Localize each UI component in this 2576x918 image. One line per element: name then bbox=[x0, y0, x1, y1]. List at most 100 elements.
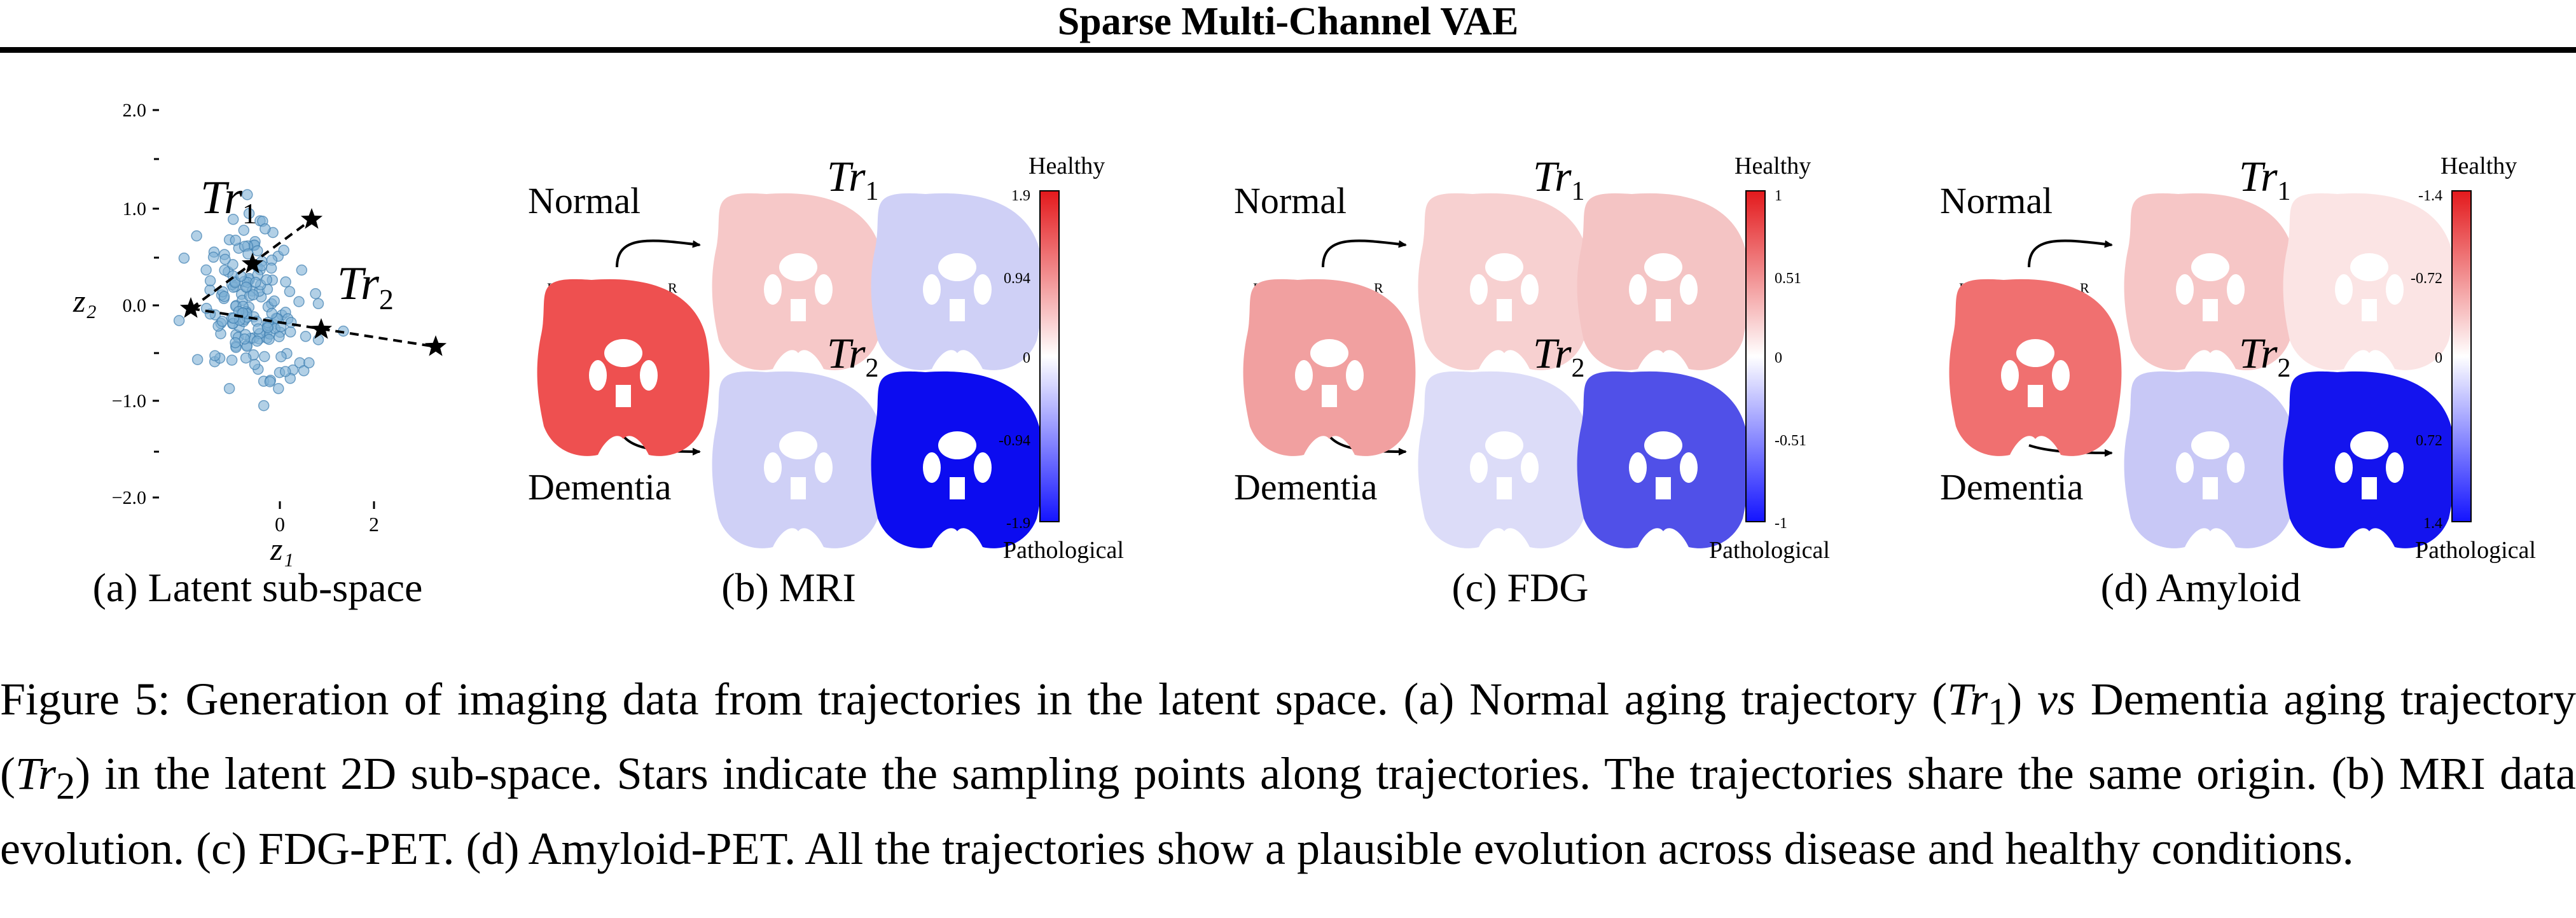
scatter-point bbox=[247, 289, 259, 301]
scatter-point bbox=[240, 352, 252, 364]
brain-ventricle bbox=[2350, 431, 2388, 459]
brain-ventricle bbox=[1644, 431, 1682, 459]
brain-ventricle bbox=[974, 452, 992, 483]
scatter-point bbox=[230, 234, 242, 246]
scatter-point bbox=[262, 322, 274, 333]
brain-ventricle bbox=[1485, 431, 1523, 459]
scatter-points bbox=[173, 189, 349, 412]
scatter-point bbox=[204, 275, 216, 287]
scatter-point bbox=[279, 366, 291, 377]
tr1-label: Tr1 bbox=[827, 152, 879, 206]
brain-ventricle bbox=[1470, 452, 1488, 483]
brain-ventricle bbox=[2191, 253, 2229, 281]
figure: 2.0 1.0 0.0 −1.0 −2.0 0 2 z₂ z₁ bbox=[73, 100, 2536, 610]
scatter-point bbox=[239, 333, 251, 345]
trajectory-star bbox=[241, 253, 264, 274]
colorbar-bottom-label: Pathological bbox=[1003, 537, 1124, 564]
brain-tr1-step2 bbox=[1577, 193, 1750, 370]
brain-ventricle bbox=[2203, 477, 2218, 499]
dementia-label: Dementia bbox=[1940, 466, 2083, 508]
scatter-point bbox=[265, 262, 277, 274]
brain-holes bbox=[2001, 253, 2404, 499]
scatter-point bbox=[258, 400, 270, 412]
scatter-point bbox=[240, 281, 252, 293]
tr2-label: Tr2 bbox=[2239, 329, 2291, 383]
svg-text:-0.72: -0.72 bbox=[2411, 270, 2442, 287]
scatter-point bbox=[273, 383, 284, 394]
svg-text:0: 0 bbox=[2435, 350, 2442, 366]
brain-ventricle bbox=[1497, 477, 1512, 499]
scatter-point bbox=[230, 337, 241, 349]
trajectory-star bbox=[300, 208, 323, 229]
subcaption-amyloid: (d) Amyloid bbox=[2101, 565, 2301, 610]
colorbar-top-label: Healthy bbox=[2441, 153, 2517, 179]
trajectory-star bbox=[424, 335, 447, 356]
brain-ventricle bbox=[764, 274, 782, 305]
brain-ventricle bbox=[2227, 274, 2245, 305]
normal-label: Normal bbox=[1940, 180, 2053, 221]
scatter-point bbox=[249, 359, 261, 370]
brain-ventricle bbox=[950, 299, 965, 321]
brain-ventricle bbox=[779, 431, 817, 459]
brain-ventricle bbox=[2335, 452, 2353, 483]
tr1-label: Tr1 bbox=[2239, 152, 2291, 206]
scatter-point bbox=[266, 307, 278, 319]
scatter-point bbox=[227, 259, 239, 270]
brain-ventricle bbox=[791, 477, 806, 499]
svg-text:1.4: 1.4 bbox=[2423, 515, 2442, 532]
brain-ventricle bbox=[1521, 274, 1539, 305]
brain-ventricle bbox=[2176, 452, 2194, 483]
scatter-point bbox=[216, 316, 228, 327]
scatter-point bbox=[300, 331, 312, 342]
scatter-point bbox=[238, 225, 250, 236]
brain-ventricle bbox=[1497, 299, 1512, 321]
svg-text:1.9: 1.9 bbox=[1011, 188, 1030, 204]
scatter-point bbox=[259, 351, 270, 363]
svg-text:0: 0 bbox=[1775, 350, 1782, 366]
colorbar-bottom-label: Pathological bbox=[2415, 537, 2536, 564]
brain-ventricle bbox=[2386, 274, 2404, 305]
brain-ventricle bbox=[938, 253, 976, 281]
svg-text:0.72: 0.72 bbox=[2416, 433, 2442, 449]
tr2-label: Tr2 bbox=[337, 258, 394, 316]
tr1-label: Tr1 bbox=[1533, 152, 1585, 206]
brain-ventricle bbox=[2362, 477, 2377, 499]
brain-ventricle bbox=[1629, 274, 1647, 305]
svg-text:-1: -1 bbox=[1775, 515, 1787, 532]
colorbar bbox=[1039, 190, 1060, 522]
scatter-point bbox=[274, 331, 285, 342]
brain-ventricle bbox=[604, 339, 642, 367]
brain-origin bbox=[1243, 279, 1416, 456]
brain-ventricle bbox=[1644, 253, 1682, 281]
brain-ventricle bbox=[2350, 253, 2388, 281]
y-tick-label: 0.0 bbox=[123, 295, 147, 316]
brain-panels: Normal Dementia L R Tr1 Tr2 Healthy Path… bbox=[528, 152, 2536, 610]
panel-amyloid: Normal Dementia L R Tr1 Tr2 Healthy Path… bbox=[1940, 152, 2536, 610]
x-axis-label: z₁ bbox=[270, 531, 294, 567]
scatter-point bbox=[242, 189, 253, 200]
scatter-point bbox=[284, 326, 296, 338]
colorbar-ticks: 1 0.51 0 -0.51 -1 bbox=[1775, 188, 1806, 532]
scatter-point bbox=[284, 286, 296, 298]
scatter-point bbox=[263, 333, 275, 345]
scatter-point bbox=[252, 245, 263, 257]
scatter-point bbox=[251, 335, 263, 347]
trajectory-stars bbox=[179, 208, 447, 356]
trajectory-star bbox=[179, 297, 202, 318]
brain-ventricle bbox=[616, 385, 631, 407]
scatter-point bbox=[275, 351, 287, 363]
brain-ventricle bbox=[938, 431, 976, 459]
y-tick-label: 1.0 bbox=[123, 198, 147, 219]
brain-ventricle bbox=[1629, 452, 1647, 483]
brain-ventricle bbox=[779, 253, 817, 281]
scatter-point bbox=[298, 365, 310, 377]
brain-ventricle bbox=[640, 360, 658, 391]
tr2-label: Tr2 bbox=[827, 329, 879, 383]
scatter-point bbox=[219, 264, 230, 276]
scatter-point bbox=[278, 244, 289, 256]
colorbar-top-label: Healthy bbox=[1028, 153, 1105, 179]
dementia-label: Dementia bbox=[528, 466, 671, 508]
normal-label: Normal bbox=[1234, 180, 1347, 221]
svg-text:-0.94: -0.94 bbox=[999, 433, 1030, 449]
brain-ventricle bbox=[974, 274, 992, 305]
